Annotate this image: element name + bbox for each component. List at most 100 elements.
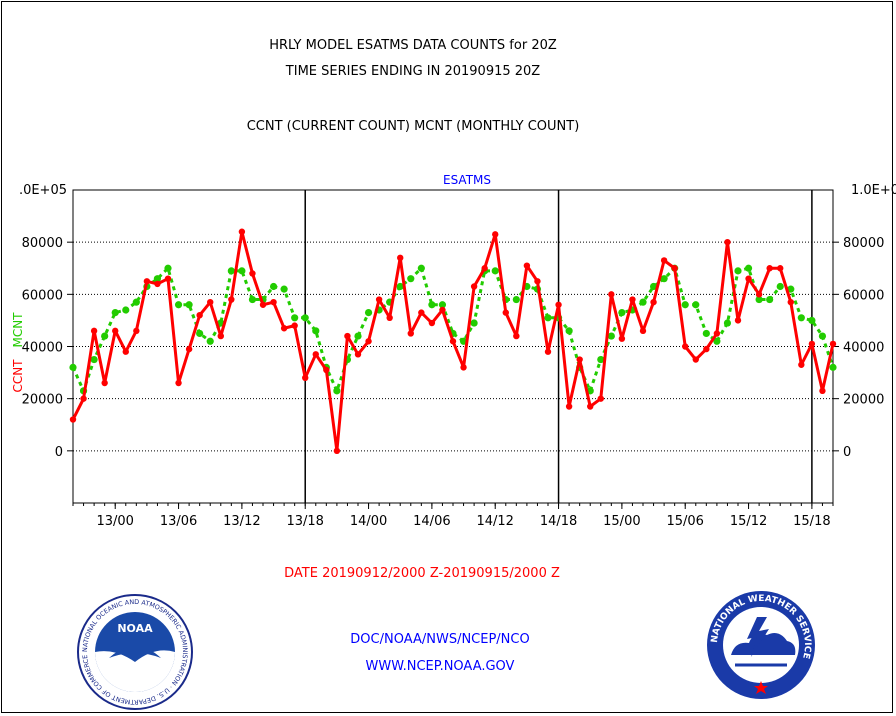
data-point-mcnt	[132, 298, 140, 306]
data-point-ccnt	[259, 301, 267, 308]
data-point-mcnt	[238, 267, 246, 275]
x-tick-label: 14/12	[476, 514, 513, 529]
y-tick-label-left: 60000	[22, 288, 63, 303]
data-point-mcnt	[69, 363, 77, 371]
chart-title-line-2: TIME SERIES ENDING IN 20190915 20Z	[285, 64, 541, 79]
y-tick-label-left: 20000	[22, 393, 63, 408]
data-point-mcnt	[692, 301, 700, 309]
y-tick-label-right: 0	[843, 445, 851, 460]
data-point-ccnt	[470, 283, 478, 290]
data-point-ccnt	[354, 351, 362, 358]
x-tick-label: 15/06	[666, 514, 703, 529]
data-point-mcnt	[734, 267, 742, 275]
data-point-ccnt	[565, 403, 573, 410]
y-tick-label-right: 20000	[843, 393, 884, 408]
data-point-mcnt	[417, 264, 425, 272]
x-tick-label: 15/00	[603, 514, 640, 529]
data-point-mcnt	[428, 301, 436, 309]
data-point-mcnt	[354, 332, 362, 340]
data-point-mcnt	[491, 267, 499, 275]
x-tick-label: 13/00	[96, 514, 133, 529]
data-point-mcnt	[111, 308, 119, 317]
data-point-mcnt	[660, 275, 668, 283]
data-point-ccnt	[238, 228, 246, 235]
data-point-mcnt	[196, 329, 204, 338]
data-point-mcnt	[301, 314, 309, 322]
data-point-ccnt	[682, 343, 689, 350]
data-point-ccnt	[439, 306, 446, 314]
x-tick-label: 14/00	[350, 514, 387, 529]
data-point-ccnt	[164, 275, 172, 282]
data-point-ccnt	[671, 265, 678, 272]
data-point-mcnt	[755, 295, 763, 304]
data-point-ccnt	[122, 348, 129, 355]
x-tick-label: 14/18	[540, 514, 577, 529]
data-point-ccnt	[650, 298, 657, 306]
data-point-mcnt	[185, 301, 193, 309]
data-point-mcnt	[512, 295, 520, 304]
footer-url-line: WWW.NCEP.NOAA.GOV	[365, 659, 515, 674]
data-point-ccnt	[101, 379, 108, 387]
data-point-ccnt	[154, 280, 161, 288]
x-tick-label: 14/06	[413, 514, 450, 529]
data-point-mcnt	[787, 285, 795, 293]
data-point-ccnt	[692, 356, 699, 363]
data-point-mcnt	[164, 264, 172, 272]
data-point-ccnt	[618, 335, 626, 342]
data-point-mcnt	[544, 314, 552, 322]
y-tick-label-left: 80000	[22, 236, 63, 251]
data-point-ccnt	[576, 356, 583, 363]
data-point-ccnt	[312, 351, 319, 358]
x-tick-label: 15/12	[730, 514, 767, 529]
data-point-mcnt	[248, 295, 257, 304]
series-ccnt	[69, 228, 837, 455]
data-point-ccnt	[798, 361, 805, 368]
data-point-ccnt	[249, 270, 256, 277]
data-point-ccnt	[333, 447, 341, 455]
data-point-ccnt	[397, 254, 404, 262]
data-point-mcnt	[829, 363, 837, 371]
data-point-ccnt	[660, 257, 668, 264]
data-point-ccnt	[133, 327, 140, 335]
data-point-ccnt	[207, 298, 214, 306]
data-point-ccnt	[418, 309, 425, 316]
footer-org-line: DOC/NOAA/NWS/NCEP/NCO	[350, 632, 530, 647]
series-line-mcnt	[71, 266, 835, 393]
data-point-ccnt	[323, 366, 330, 374]
data-point-mcnt	[153, 275, 162, 283]
data-point-ccnt	[80, 395, 87, 402]
data-point-ccnt	[755, 291, 763, 298]
data-point-mcnt	[291, 314, 299, 322]
data-point-ccnt	[523, 262, 531, 269]
data-point-mcnt	[174, 301, 183, 309]
noaa-logo: NATIONAL OCEANIC AND ATMOSPHERIC ADMINIS…	[77, 594, 193, 710]
data-point-ccnt	[534, 278, 541, 285]
y-tick-label-left: 0	[55, 445, 63, 460]
data-point-mcnt	[280, 285, 288, 293]
data-point-ccnt	[819, 387, 826, 395]
x-tick-label: 13/12	[223, 514, 260, 529]
data-point-ccnt	[808, 340, 816, 348]
data-point-ccnt	[608, 291, 615, 298]
data-point-ccnt	[280, 325, 288, 332]
data-point-ccnt	[90, 327, 98, 335]
data-point-ccnt	[407, 330, 414, 337]
x-tick-label: 13/06	[160, 514, 197, 529]
data-point-ccnt	[112, 327, 119, 335]
y-axis-label-ccnt: CCNT	[11, 359, 25, 393]
data-point-ccnt	[143, 278, 151, 285]
data-point-mcnt	[776, 282, 784, 291]
y-top-label-left: .0E+05	[19, 183, 67, 198]
chart-series-title: ESATMS	[443, 173, 491, 187]
nws-logo: NATIONAL WEATHER SERVICE	[707, 591, 815, 699]
data-point-ccnt	[703, 345, 710, 353]
chart-title-line-1: HRLY MODEL ESATMS DATA COUNTS for 20Z	[269, 38, 557, 53]
data-point-mcnt	[618, 308, 626, 317]
x-axis-date-label: DATE 20190912/2000 Z-20190915/2000 Z	[284, 566, 560, 581]
data-point-ccnt	[713, 330, 721, 337]
data-point-mcnt	[101, 332, 109, 340]
data-point-ccnt	[597, 395, 604, 402]
data-point-mcnt	[766, 295, 774, 304]
data-point-mcnt	[818, 332, 827, 340]
